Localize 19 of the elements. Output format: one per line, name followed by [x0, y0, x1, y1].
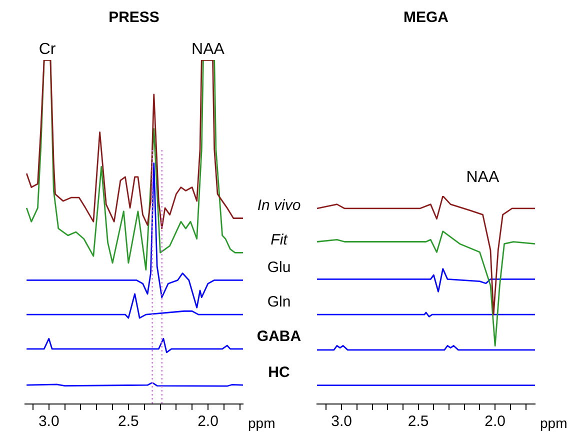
series-label: In vivo	[257, 197, 301, 214]
series-label: GABA	[256, 328, 302, 345]
x-axis-title: ppm	[248, 415, 276, 431]
x-tick-label: 2.0	[484, 413, 506, 430]
x-tick-label: 3.0	[331, 413, 352, 430]
series-label: Glu	[267, 259, 291, 276]
x-tick-label: 2.5	[408, 413, 429, 430]
text: NAA	[466, 169, 500, 186]
x-tick-label: 2.5	[118, 413, 139, 430]
annotation: NAA	[192, 41, 225, 58]
series-label: Fit	[270, 232, 288, 249]
x-tick-label: 2.0	[198, 413, 218, 430]
series-label: Gln	[267, 294, 291, 311]
chart-title: MEGA	[404, 9, 449, 26]
x-axis-title: ppm	[540, 415, 568, 431]
x-tick-label: 3.0	[38, 413, 60, 430]
chart-title: PRESS	[108, 9, 160, 26]
series-label: HC	[268, 364, 290, 382]
annotation: Cr	[38, 41, 56, 58]
